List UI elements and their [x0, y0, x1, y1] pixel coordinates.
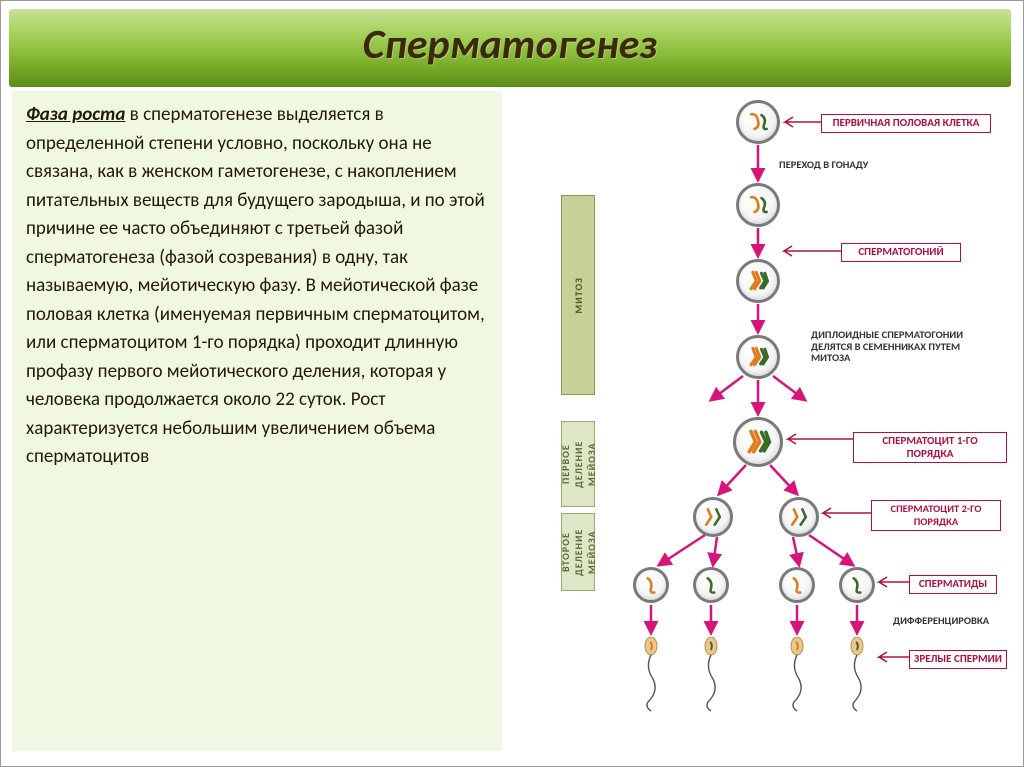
label-spermatids: СПЕРМАТИДЫ [909, 575, 997, 594]
body-text: в сперматогенезе выделяется в определенн… [26, 103, 485, 468]
label-sc1: СПЕРМАТОЦИТ 1-ГО ПОРЯДКА [853, 432, 1007, 463]
title-bar: Сперматогенез [9, 9, 1011, 87]
body-paragraph: Фаза роста в сперматогенезе выделяется в… [26, 101, 488, 472]
sperm-3 [785, 637, 809, 712]
sperm-1 [639, 637, 663, 712]
label-to-gonad: ПЕРЕХОД В ГОНАДУ [779, 159, 868, 171]
phase-label: Фаза роста [26, 103, 125, 126]
label-sc2: СПЕРМАТОЦИТ 2-ГО ПОРЯДКА [871, 500, 1001, 531]
label-diff: ДИФФЕРЕНЦИРОВКА [893, 615, 989, 627]
sperm-4 [845, 637, 869, 712]
label-mature: ЗРЕЛЫЕ СПЕРМИИ [909, 650, 1007, 669]
label-pgc: ПЕРВИЧНАЯ ПОЛОВАЯ КЛЕТКА [821, 114, 991, 133]
slide: Сперматогенез Фаза роста в сперматогенез… [0, 0, 1024, 767]
label-spermatogonium: СПЕРМАТОГОНИЙ [841, 243, 961, 262]
slide-title: Сперматогенез [9, 19, 1011, 70]
diagram-area: МИТОЗ ПЕРВОЕ ДЕЛЕНИЕ МЕЙОЗА ВТОРОЕ ДЕЛЕН… [521, 95, 1011, 755]
sperm-2 [699, 637, 723, 712]
label-diploid: ДИПЛОИДНЫЕ СПЕРМАТОГОНИИ ДЕЛЯТСЯ В СЕМЕН… [811, 329, 1001, 364]
body-text-panel: Фаза роста в сперматогенезе выделяется в… [12, 91, 502, 751]
